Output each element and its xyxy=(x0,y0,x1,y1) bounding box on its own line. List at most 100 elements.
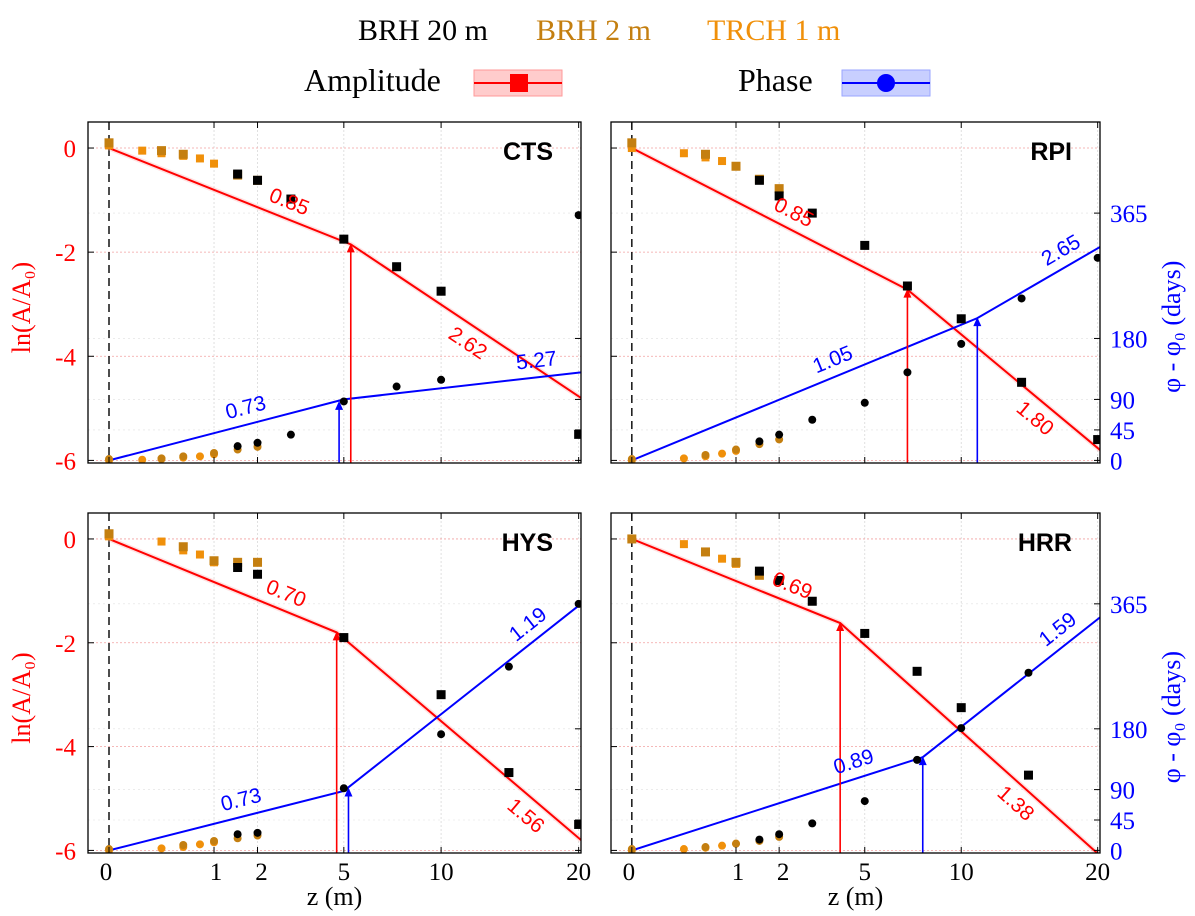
y-left-tick-label: -6 xyxy=(55,838,76,865)
legend-phase-label: Phase xyxy=(738,62,813,98)
legend-source-trch1: TRCH 1 m xyxy=(707,14,841,47)
amplitude-point-brh20 xyxy=(956,703,966,713)
phase-point-brh20 xyxy=(775,830,784,839)
amplitude-point-trch1 xyxy=(718,157,727,166)
y-left-tick-label: -4 xyxy=(55,344,76,371)
chart-panel-rpi: 0.85 1.80 1.05 2.65 RPI 365 180 90 45 0 φ - φ₀ (da… xyxy=(610,121,1186,475)
amplitude-point-brh20 xyxy=(436,286,446,296)
amplitude-point-trch1 xyxy=(195,154,204,163)
amplitude-point-brh20 xyxy=(436,690,446,700)
amplitude-point-brh20 xyxy=(754,566,764,576)
amplitude-point-brh2 xyxy=(104,138,114,148)
y-left-tick-label: -4 xyxy=(55,735,76,762)
amplitude-fit-band xyxy=(108,145,581,401)
amplitude-point-brh20 xyxy=(807,208,817,218)
legend-amplitude-label: Amplitude xyxy=(304,62,441,98)
phase-slope-label: 1.05 xyxy=(810,341,857,378)
phase-point-brh20 xyxy=(860,797,869,806)
x-tick-label: 10 xyxy=(429,859,454,886)
phase-point-brh20 xyxy=(957,339,966,348)
amplitude-point-brh20 xyxy=(860,628,870,638)
y-right-tick-label: 0 xyxy=(1110,838,1123,865)
amplitude-point-brh20 xyxy=(233,563,243,573)
amplitude-break-arrow-head xyxy=(332,631,341,641)
amplitude-point-brh2 xyxy=(731,557,741,567)
phase-point-brh20 xyxy=(437,375,446,384)
phase-break-arrow-head xyxy=(973,317,982,327)
phase-point-brh20 xyxy=(339,397,348,406)
phase-point-brh2 xyxy=(701,843,710,852)
phase-point-brh20 xyxy=(233,830,242,839)
amplitude-point-brh20 xyxy=(286,194,296,204)
amplitude-point-brh20 xyxy=(574,429,581,439)
plot-frame xyxy=(87,512,582,854)
amplitude-point-brh20 xyxy=(774,191,784,201)
phase-break-arrow-head xyxy=(344,787,353,797)
phase-point-brh20 xyxy=(286,430,295,439)
amplitude-point-brh20 xyxy=(754,175,764,185)
phase-point-brh20 xyxy=(253,438,262,447)
figure-legend: BRH 20 m BRH 2 m TRCH 1 m Amplitude Phas… xyxy=(0,0,1195,110)
phase-slope-label: 0.73 xyxy=(223,392,268,425)
phase-point-brh20 xyxy=(1017,294,1026,303)
y-left-axis-label: ln(A/A₀) xyxy=(7,652,36,743)
amplitude-point-brh20 xyxy=(912,666,922,676)
y-right-tick-label: 0 xyxy=(1110,448,1123,475)
phase-point-brh20 xyxy=(339,784,348,793)
amplitude-slope-label: 1.80 xyxy=(1012,397,1058,441)
amplitude-point-trch1 xyxy=(210,159,219,168)
amplitude-point-brh20 xyxy=(1093,435,1100,445)
x-tick-label: 20 xyxy=(1085,859,1110,886)
phase-point-brh20 xyxy=(1024,668,1033,677)
x-tick-label: 1 xyxy=(210,859,223,886)
x-tick-label: 20 xyxy=(566,859,591,886)
amplitude-point-brh2 xyxy=(774,184,784,194)
amplitude-point-brh2 xyxy=(627,138,637,148)
amplitude-break-arrow-head xyxy=(346,243,355,253)
plot-frame xyxy=(610,121,1101,464)
phase-fit-line xyxy=(108,371,581,462)
legend-phase-swatch xyxy=(841,69,931,97)
phase-point-brh20 xyxy=(913,755,922,764)
phase-break-arrow-head xyxy=(918,756,927,766)
y-right-axis-label: φ - φ₀ (days) xyxy=(1157,261,1186,393)
amplitude-point-brh2 xyxy=(104,529,114,539)
amplitude-point-brh20 xyxy=(339,633,349,643)
amplitude-fit-band xyxy=(108,536,581,842)
amplitude-fit-line xyxy=(108,147,581,399)
amplitude-point-brh20 xyxy=(574,819,581,829)
phase-point-brh20 xyxy=(808,819,817,828)
amplitude-fit-line xyxy=(108,538,581,841)
y-left-tick-label: -2 xyxy=(55,240,76,267)
legend-amplitude-swatch xyxy=(473,69,563,97)
y-left-tick-label: 0 xyxy=(64,136,77,163)
amplitude-point-brh20 xyxy=(339,234,349,244)
y-left-tick-label: 0 xyxy=(64,527,77,554)
amplitude-point-brh2 xyxy=(253,557,263,567)
amplitude-point-brh2 xyxy=(178,149,188,159)
x-tick-label: 0 xyxy=(623,859,636,886)
amplitude-slope-label: 1.56 xyxy=(503,794,549,838)
phase-point-brh20 xyxy=(253,828,262,837)
phase-slope-label: 1.59 xyxy=(1035,608,1081,651)
amplitude-point-brh20 xyxy=(1023,770,1033,780)
panel-title: CTS xyxy=(503,138,553,166)
y-right-tick-label: 90 xyxy=(1110,387,1135,414)
y-left-tick-label: -2 xyxy=(55,631,76,658)
phase-point-brh20 xyxy=(1093,253,1100,262)
amplitude-point-brh2 xyxy=(233,557,243,567)
phase-point-trch1 xyxy=(195,452,204,461)
amplitude-point-brh20 xyxy=(233,169,243,179)
x-tick-label: 2 xyxy=(255,859,268,886)
amplitude-point-brh2 xyxy=(157,146,167,156)
amplitude-point-brh2 xyxy=(700,149,710,159)
y-right-tick-label: 180 xyxy=(1110,717,1148,744)
phase-point-trch1 xyxy=(718,841,727,850)
phase-point-brh20 xyxy=(233,442,242,451)
phase-point-trch1 xyxy=(157,844,166,853)
amplitude-break-arrow-head xyxy=(903,288,912,298)
x-tick-label: 5 xyxy=(338,859,351,886)
